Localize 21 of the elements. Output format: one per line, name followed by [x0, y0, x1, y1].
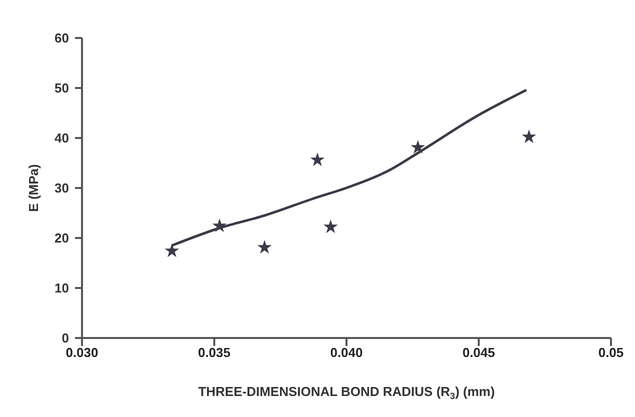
point — [522, 129, 536, 144]
y-tick-label: 10 — [54, 280, 69, 296]
y-axis-title: E (MPa) — [26, 164, 41, 212]
y-tick-label: 30 — [54, 180, 69, 196]
x-tick-label: 0.040 — [330, 345, 363, 360]
x-tick-label: 0.030 — [66, 345, 98, 360]
y-tick-label: 40 — [54, 130, 69, 146]
point — [212, 218, 227, 232]
x-axis-title: THREE-DIMENSIONAL BOND RADIUS (R$_{3}$) (mm) — [198, 384, 495, 401]
point — [310, 152, 325, 166]
y-tick-label: 20 — [54, 230, 69, 246]
x-tick-label: 0.05 — [598, 345, 624, 360]
point — [323, 219, 338, 234]
y-tick-label: 0 — [62, 330, 69, 346]
point — [164, 243, 180, 258]
y-tick-label: 60 — [54, 30, 69, 46]
point — [257, 240, 272, 254]
x-tick-label: 0.035 — [198, 345, 231, 360]
y-tick-label: 50 — [54, 80, 69, 96]
point — [410, 140, 426, 154]
x-tick-label: 0.045 — [462, 345, 496, 360]
